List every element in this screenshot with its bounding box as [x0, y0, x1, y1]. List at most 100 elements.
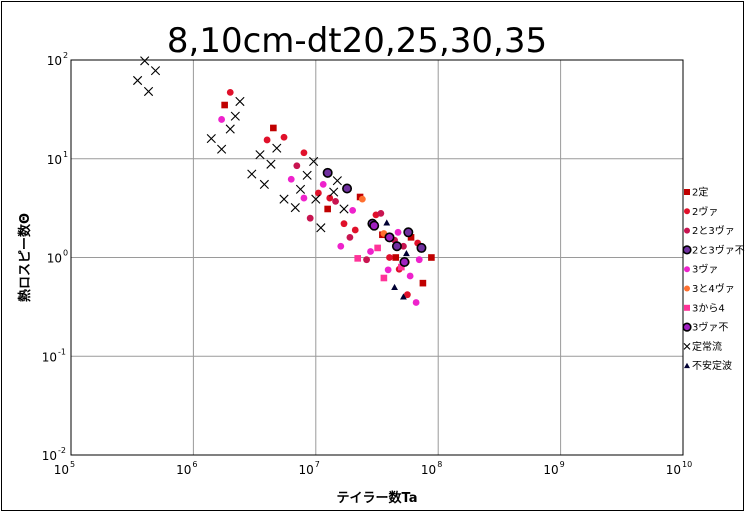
y-axis-label: 熱ロスピー数Θ: [17, 213, 33, 302]
x-tick-base: 10: [299, 463, 314, 477]
legend-entry: 定常流: [683, 340, 722, 353]
legend-entry: 3ヴァ不: [682, 321, 728, 334]
data-point: [295, 184, 306, 194]
legend-entry: 2ヴァ: [684, 205, 718, 218]
data-point: [314, 189, 322, 197]
x-tick-exponent: 10: [682, 460, 692, 469]
x-tick-exponent: 7: [315, 460, 320, 469]
data-point: [206, 134, 216, 144]
legend-label: 不安定波: [692, 359, 732, 372]
y-tick-base: 10: [47, 252, 62, 266]
data-point: [247, 169, 257, 179]
legend-marker: [684, 285, 690, 292]
x-tick-label: 10 8: [421, 460, 442, 477]
y-tick-exponent: -2: [58, 446, 66, 455]
x-tick-exponent: 9: [560, 460, 565, 469]
y-tick-base: 10: [47, 153, 62, 167]
legend-marker: [684, 208, 690, 215]
data-point: [287, 175, 295, 183]
legend-label: 3から4: [692, 302, 725, 314]
data-point: [400, 242, 407, 250]
y-tick-exponent: 0: [63, 249, 68, 258]
data-point: [339, 204, 349, 214]
chart-title: 8,10cm-dt20,25,30,35: [167, 21, 547, 61]
legend-entry: 3と4ヴァ: [684, 282, 735, 295]
data-point: [133, 75, 143, 86]
y-tick-base: 10: [42, 350, 57, 364]
legend-marker: [684, 362, 690, 369]
data-point: [140, 56, 150, 66]
legend-marker: [684, 266, 690, 273]
data-point: [399, 257, 410, 268]
data-point: [384, 266, 392, 274]
y-tick-exponent: 1: [63, 150, 68, 159]
data-point: [400, 293, 407, 300]
series-6: [354, 244, 405, 282]
data-point: [392, 254, 400, 261]
gridlines: [70, 59, 684, 456]
data-point: [293, 162, 301, 170]
x-tick-base: 10: [176, 463, 191, 477]
legend-label: 2定: [692, 186, 708, 199]
legend-marker: [682, 245, 692, 255]
x-tick-exponent: 6: [192, 460, 197, 469]
data-point: [380, 274, 388, 282]
y-tick-exponent: 2: [63, 51, 68, 60]
data-point: [235, 96, 245, 107]
data-point: [266, 159, 276, 169]
legend-label: 2と3ヴァ: [692, 224, 735, 237]
data-point: [143, 86, 154, 97]
data-point: [311, 194, 321, 204]
data-point: [306, 214, 314, 222]
legend-entry: 2定: [684, 186, 708, 199]
y-tick-exponent: -1: [58, 347, 66, 356]
data-point: [259, 179, 269, 189]
legend-marker: [684, 227, 690, 234]
data-point: [391, 283, 398, 290]
data-point: [428, 254, 435, 261]
legend-entry: 2と3ヴァ不: [682, 243, 745, 256]
x-tick-exponent: 5: [70, 460, 75, 469]
data-point: [300, 149, 308, 157]
data-point: [406, 272, 414, 280]
legend-label: 2と3ヴァ不: [692, 243, 745, 256]
data-point: [367, 248, 374, 255]
x-axis-ticks: 10 5 10 6 10 7 10 8 10 9 10 10: [54, 460, 692, 477]
data-point: [407, 234, 415, 241]
data-point: [319, 180, 327, 188]
data-point: [349, 206, 357, 214]
data-point: [374, 244, 381, 252]
legend-label: 3と4ヴァ: [692, 282, 735, 295]
data-point: [226, 88, 234, 96]
y-tick-label: 10 -1: [42, 347, 66, 364]
data-point: [217, 144, 227, 154]
data-point: [398, 263, 405, 271]
data-point: [384, 232, 395, 243]
data-point: [383, 219, 391, 226]
data-point: [302, 170, 312, 180]
series-5: [358, 195, 410, 266]
legend-label: 3ヴァ不: [692, 321, 728, 334]
x-tick-exponent: 8: [437, 460, 442, 469]
legend-marker: [682, 322, 692, 332]
data-point: [332, 197, 339, 205]
x-tick-label: 10 10: [666, 460, 692, 477]
x-tick-base: 10: [666, 463, 681, 477]
data-point: [150, 66, 161, 76]
y-tick-label: 10 2: [47, 51, 68, 68]
legend-marker: [683, 343, 691, 350]
data-point: [329, 187, 339, 197]
x-tick-base: 10: [421, 463, 436, 477]
series-1: [226, 88, 422, 299]
data-point: [377, 209, 385, 217]
data-point: [326, 194, 334, 202]
data-point: [363, 256, 370, 264]
x-tick-base: 10: [54, 463, 69, 477]
x-tick-label: 10 5: [54, 460, 75, 477]
legend-label: 2ヴァ: [692, 205, 718, 218]
data-point: [419, 279, 427, 287]
y-tick-label: 10 0: [47, 249, 68, 266]
data-point: [351, 226, 359, 234]
